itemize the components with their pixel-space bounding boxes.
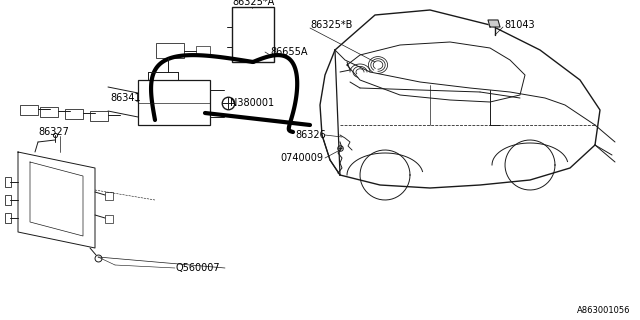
Bar (5, 195, 11, 205)
Bar (90, 111, 108, 121)
Text: 86655A: 86655A (270, 47, 307, 57)
Text: N380001: N380001 (230, 98, 274, 108)
Bar (105, 215, 113, 223)
Text: 86341: 86341 (110, 93, 141, 103)
Bar (196, 46, 210, 56)
Bar (5, 177, 11, 187)
Bar (156, 43, 184, 58)
Text: 86325*B: 86325*B (310, 20, 353, 30)
Polygon shape (488, 20, 500, 27)
Bar (105, 192, 113, 200)
Bar (20, 105, 38, 115)
Bar (138, 80, 210, 125)
Bar (5, 213, 11, 223)
Text: 86326: 86326 (295, 130, 326, 140)
Bar (65, 109, 83, 119)
Text: 86325*A: 86325*A (232, 0, 275, 7)
Bar (40, 107, 58, 117)
Text: 86327: 86327 (38, 127, 69, 137)
Text: 0740009: 0740009 (280, 153, 323, 163)
Text: Q560007: Q560007 (175, 263, 220, 273)
Text: 81043: 81043 (504, 20, 534, 30)
Bar (232, 7, 274, 62)
Text: A863001056: A863001056 (577, 306, 630, 315)
